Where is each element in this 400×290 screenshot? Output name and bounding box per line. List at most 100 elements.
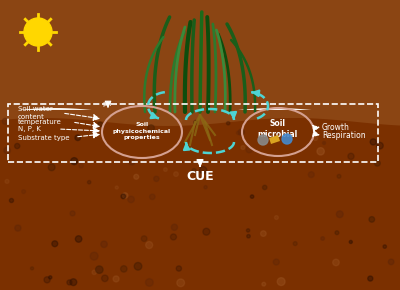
Circle shape: [115, 186, 118, 189]
Circle shape: [5, 180, 9, 183]
Circle shape: [348, 153, 354, 160]
Circle shape: [273, 259, 279, 265]
Circle shape: [236, 131, 240, 135]
Circle shape: [19, 118, 25, 124]
Circle shape: [70, 279, 77, 286]
Circle shape: [250, 195, 254, 198]
Circle shape: [246, 229, 250, 232]
Polygon shape: [0, 136, 400, 290]
Text: pH: pH: [102, 101, 112, 107]
Circle shape: [241, 146, 245, 149]
Polygon shape: [0, 240, 400, 290]
Circle shape: [24, 18, 52, 46]
Text: N, P, K: N, P, K: [18, 126, 41, 132]
Circle shape: [120, 266, 127, 272]
Circle shape: [52, 241, 58, 247]
Circle shape: [321, 237, 324, 240]
Circle shape: [376, 142, 383, 149]
Circle shape: [134, 174, 139, 179]
Circle shape: [15, 225, 21, 231]
Circle shape: [192, 168, 196, 173]
Circle shape: [146, 279, 153, 286]
Circle shape: [349, 240, 352, 244]
Circle shape: [238, 129, 244, 135]
Circle shape: [247, 234, 250, 238]
Circle shape: [113, 276, 119, 282]
Circle shape: [332, 130, 336, 133]
Circle shape: [260, 231, 266, 236]
Circle shape: [96, 266, 103, 273]
Circle shape: [102, 275, 108, 282]
Circle shape: [148, 125, 154, 131]
Circle shape: [258, 135, 268, 145]
Circle shape: [170, 234, 176, 240]
Circle shape: [92, 270, 96, 275]
Circle shape: [178, 119, 182, 123]
Circle shape: [44, 277, 50, 283]
Circle shape: [98, 122, 103, 127]
Circle shape: [174, 172, 178, 176]
Polygon shape: [269, 135, 280, 144]
Circle shape: [141, 236, 147, 242]
Circle shape: [333, 259, 339, 266]
Circle shape: [203, 228, 210, 235]
Circle shape: [70, 211, 75, 216]
Circle shape: [313, 136, 318, 140]
Polygon shape: [0, 205, 400, 290]
Circle shape: [293, 242, 297, 246]
Circle shape: [134, 262, 142, 270]
Circle shape: [150, 194, 155, 200]
Text: Soil
physicochemical
properties: Soil physicochemical properties: [113, 122, 171, 140]
Circle shape: [368, 276, 373, 281]
Circle shape: [4, 147, 10, 154]
Circle shape: [171, 224, 178, 230]
Circle shape: [90, 252, 98, 260]
Circle shape: [383, 245, 386, 248]
Text: Growth: Growth: [322, 122, 350, 131]
Circle shape: [128, 196, 134, 203]
Circle shape: [49, 276, 52, 279]
Circle shape: [317, 148, 324, 155]
Text: temperature: temperature: [18, 119, 62, 125]
Circle shape: [277, 278, 285, 286]
Circle shape: [335, 231, 339, 235]
Circle shape: [336, 211, 343, 218]
Bar: [0, 0, 400, 115]
Circle shape: [122, 193, 128, 198]
Circle shape: [369, 217, 374, 222]
Text: Substrate type: Substrate type: [18, 135, 70, 141]
Circle shape: [282, 134, 292, 144]
Circle shape: [71, 158, 78, 165]
Circle shape: [164, 168, 167, 171]
Circle shape: [67, 280, 72, 285]
Bar: [0, 110, 400, 290]
Circle shape: [79, 164, 83, 168]
Circle shape: [75, 236, 82, 242]
Circle shape: [176, 266, 182, 271]
Circle shape: [194, 120, 198, 124]
Circle shape: [388, 259, 394, 265]
Text: Soil
microbial: Soil microbial: [258, 119, 298, 139]
Circle shape: [88, 180, 91, 184]
Text: Soil water
content: Soil water content: [18, 106, 53, 120]
Polygon shape: [0, 170, 400, 290]
Text: CUE: CUE: [186, 171, 214, 184]
Circle shape: [10, 198, 14, 203]
Circle shape: [246, 146, 252, 153]
Circle shape: [322, 142, 326, 144]
Circle shape: [96, 268, 100, 271]
Circle shape: [129, 159, 135, 165]
Circle shape: [200, 166, 207, 174]
Circle shape: [121, 194, 126, 199]
Circle shape: [48, 164, 55, 171]
Circle shape: [370, 139, 376, 145]
Circle shape: [204, 186, 207, 189]
Circle shape: [101, 241, 107, 247]
Circle shape: [30, 267, 34, 270]
Circle shape: [75, 135, 81, 141]
Polygon shape: [0, 118, 400, 290]
Polygon shape: [0, 0, 400, 116]
Text: Respiration: Respiration: [322, 130, 366, 139]
Circle shape: [262, 185, 267, 190]
Circle shape: [146, 242, 153, 249]
